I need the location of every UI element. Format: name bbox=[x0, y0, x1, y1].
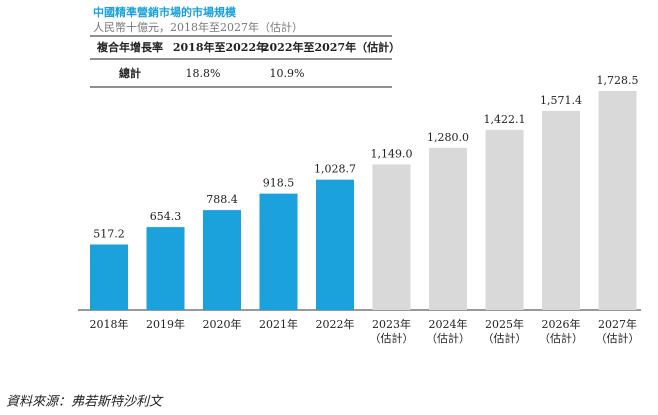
value-label: 1,728.5 bbox=[597, 74, 639, 87]
x-tick-label: 2027年 bbox=[598, 317, 637, 331]
value-label: 1,028.7 bbox=[314, 163, 356, 176]
table-header: 2022年至2027年（估計） bbox=[262, 40, 400, 54]
chart-subtitle: 人民幣十億元，2018年至2027年（估計） bbox=[93, 20, 303, 34]
bar bbox=[90, 244, 128, 310]
x-tick-label: （估計） bbox=[426, 331, 470, 345]
value-label: 788.4 bbox=[206, 193, 238, 206]
bar bbox=[316, 179, 354, 310]
table-cell: 18.8% bbox=[186, 67, 221, 80]
source-note: 資料來源：弗若斯特沙利文 bbox=[6, 394, 164, 410]
value-label: 517.2 bbox=[93, 227, 125, 240]
table-header: 2018年至2022年 bbox=[173, 40, 267, 54]
bar bbox=[203, 210, 241, 310]
x-tick-label: 2020年 bbox=[203, 317, 242, 331]
value-label: 654.3 bbox=[150, 210, 182, 223]
x-tick-label: （估計） bbox=[596, 331, 640, 345]
bar bbox=[429, 147, 467, 310]
x-tick-label: 2024年 bbox=[429, 317, 468, 331]
x-tick-label: 2026年 bbox=[542, 317, 581, 331]
value-label: 1,280.0 bbox=[427, 131, 469, 144]
x-tick-label: 2019年 bbox=[146, 317, 185, 331]
bar bbox=[146, 227, 185, 310]
x-tick-label: 2021年 bbox=[259, 317, 298, 331]
bar bbox=[372, 164, 411, 310]
x-tick-label: 2018年 bbox=[90, 317, 129, 331]
value-label: 1,422.1 bbox=[484, 113, 526, 126]
x-tick-label: 2022年 bbox=[316, 317, 355, 331]
value-label: 1,149.0 bbox=[371, 147, 413, 160]
value-label: 918.5 bbox=[263, 177, 295, 190]
x-tick-label: （估計） bbox=[539, 331, 583, 345]
bar bbox=[259, 193, 298, 310]
bar bbox=[598, 91, 637, 310]
value-label: 1,571.4 bbox=[540, 94, 582, 107]
x-tick-label: （估計） bbox=[483, 331, 527, 345]
table-cell: 10.9% bbox=[270, 67, 305, 80]
table-header: 複合年增長率 bbox=[96, 40, 163, 54]
cagr-table: 複合年增長率 2018年至2022年 2022年至2027年（估計） 總計 18… bbox=[90, 35, 400, 88]
x-tick-label: 2025年 bbox=[485, 317, 524, 331]
table-cell: 總計 bbox=[119, 66, 141, 80]
bar bbox=[485, 129, 524, 310]
chart-title: 中國精準營銷市場的市場規模 bbox=[93, 5, 237, 19]
x-tick-label: 2023年 bbox=[372, 317, 411, 331]
bar bbox=[542, 110, 580, 310]
x-tick-label: （估計） bbox=[370, 331, 414, 345]
